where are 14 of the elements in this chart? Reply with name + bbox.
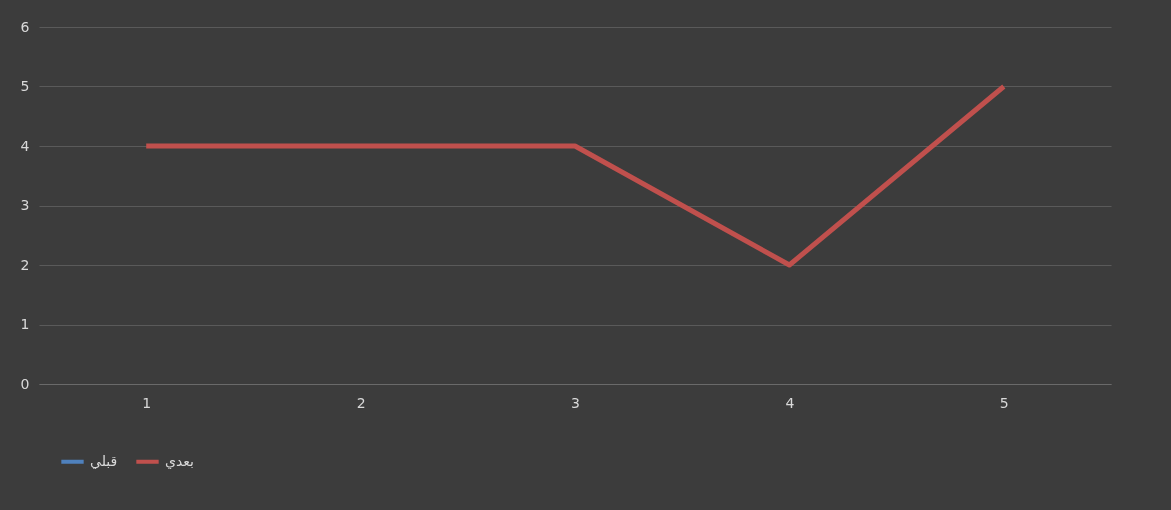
y-tick-label: 1 [20,316,30,332]
x-tick-label: 2 [356,394,366,411]
legend-label: بعدي [165,452,194,470]
x-tick-label: 5 [999,394,1009,411]
x-tick-label: 1 [142,394,152,411]
x-tick-label: 4 [785,394,795,411]
y-tick-label: 6 [20,18,30,35]
legend-label: قبلي [90,452,118,470]
y-tick-label: 4 [20,137,30,154]
x-tick-label: 3 [571,394,580,411]
y-tick-label: 5 [20,78,30,94]
y-tick-label: 0 [20,375,30,392]
y-tick-label: 2 [20,256,30,273]
y-tick-label: 3 [20,197,30,213]
